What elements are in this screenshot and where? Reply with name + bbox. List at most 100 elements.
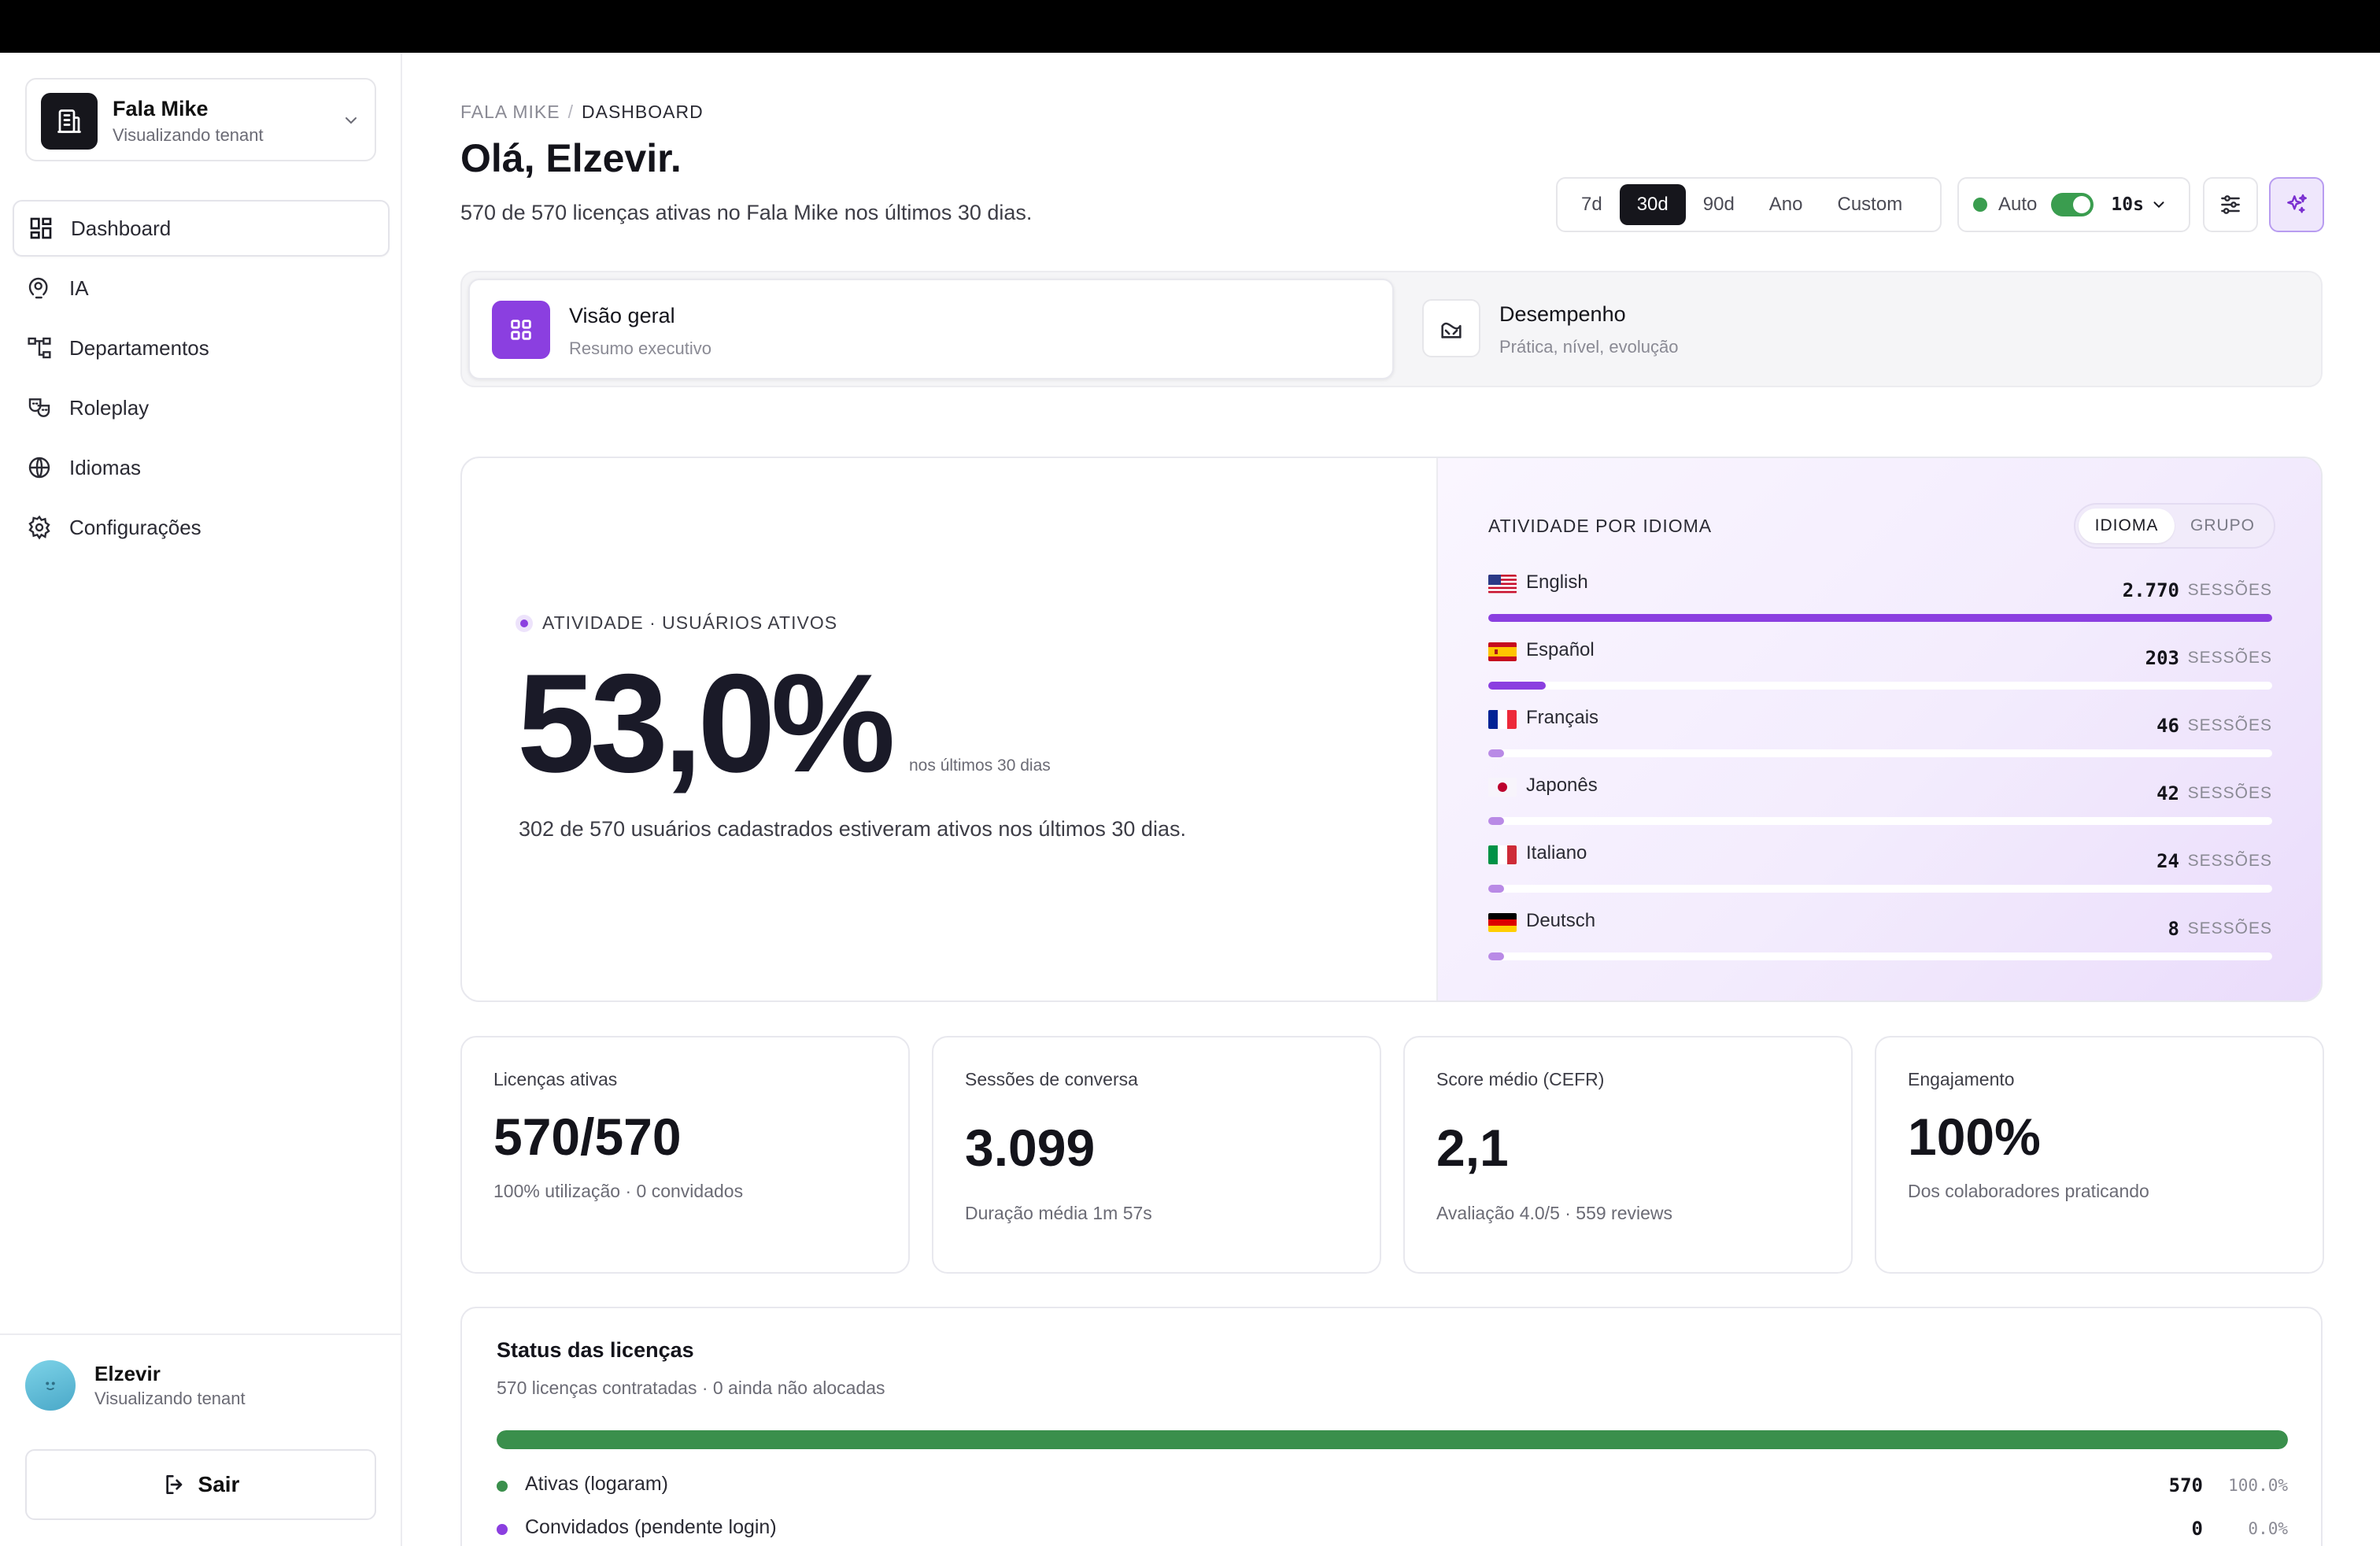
range-custom[interactable]: Custom — [1837, 194, 1903, 215]
sidebar-item-idiomas[interactable]: Idiomas — [13, 439, 390, 496]
breadcrumb: FALA MIKE / DASHBOARD — [460, 102, 704, 123]
tab-title: Visão geral — [569, 304, 675, 327]
language-unit: SESSÕES — [2187, 852, 2272, 870]
active-users-label: ATIVIDADE · USUÁRIOS ATIVOS — [542, 612, 838, 633]
range-90d[interactable]: 90d — [1702, 194, 1735, 215]
kpi-description: 100% utilização · 0 convidados — [493, 1181, 744, 1201]
legend-percent: 100.0% — [2228, 1476, 2288, 1495]
language-unit: SESSÕES — [2187, 581, 2272, 599]
auto-refresh-control: Auto 10s — [1957, 177, 2190, 232]
language-unit: SESSÕES — [2187, 784, 2272, 802]
language-bar-track — [1488, 749, 2272, 757]
legend-dot — [497, 1481, 508, 1492]
status-dot-icon — [516, 614, 533, 632]
toggle-idioma[interactable]: IDIOMA — [2079, 509, 2175, 543]
refresh-interval-select[interactable]: 10s — [2111, 194, 2144, 215]
range-30d[interactable]: 30d — [1619, 184, 1686, 225]
active-users-percent: 53,0% — [517, 645, 896, 801]
jp-flag-icon — [1488, 778, 1517, 797]
dashboard-icon — [30, 217, 52, 239]
legend-percent: 0.0% — [2248, 1519, 2288, 1538]
tab-visao-geral[interactable]: Visão geral Resumo executivo — [468, 279, 1394, 379]
tenant-switcher[interactable]: Fala Mike Visualizando tenant — [25, 78, 376, 161]
kpi-card-score[interactable]: Score médio (CEFR) 2,1 Avaliação 4.0/5 ·… — [1403, 1036, 1853, 1274]
kpi-value: 100% — [1908, 1108, 2041, 1166]
kpi-card-licencas[interactable]: Licenças ativas 570/570 100% utilização … — [460, 1036, 910, 1274]
language-name: Français — [1526, 707, 1599, 728]
license-status-title: Status das licenças — [497, 1338, 694, 1362]
language-row[interactable]: Japonês 42 SESSÕES — [1488, 771, 2272, 839]
sidebar-item-label: Roleplay — [69, 395, 150, 420]
kpi-card-sessoes[interactable]: Sessões de conversa 3.099 Duração média … — [932, 1036, 1381, 1274]
user-subtitle: Visualizando tenant — [94, 1389, 246, 1408]
license-status-bar — [497, 1430, 2288, 1449]
language-sessions: 42 — [2156, 782, 2179, 804]
building-icon — [41, 93, 98, 150]
de-flag-icon — [1488, 913, 1517, 932]
sidebar-item-label: Idiomas — [69, 455, 142, 479]
language-name: English — [1526, 571, 1588, 593]
toggle-grupo[interactable]: GRUPO — [2190, 516, 2255, 534]
language-bar-fill — [1488, 682, 1546, 690]
language-row[interactable]: Deutsch 8 SESSÕES — [1488, 907, 2272, 975]
chevron-down-icon[interactable] — [2150, 196, 2168, 213]
filters-button[interactable] — [2203, 177, 2258, 232]
tenant-name: Fala Mike — [113, 97, 209, 120]
range-year[interactable]: Ano — [1768, 194, 1803, 215]
ai-icon — [28, 277, 48, 299]
main-content: FALA MIKE / DASHBOARD Olá, Elzevir. 570 de… — [402, 53, 2380, 1546]
sidebar-item-dashboard[interactable]: Dashboard — [13, 200, 390, 257]
sidebar-item-departamentos[interactable]: Departamentos — [13, 320, 390, 376]
language-bar-fill — [1488, 817, 1504, 825]
kpi-card-engajamento[interactable]: Engajamento 100% Dos colaboradores prati… — [1875, 1036, 2324, 1274]
language-activity-panel: ATIVIDADE POR IDIOMA IDIOMA GRUPO Englis… — [1436, 458, 2321, 1000]
sidebar-item-ia[interactable]: IA — [13, 260, 390, 316]
language-bar-fill — [1488, 952, 1504, 960]
active-users-period: nos últimos 30 dias — [909, 756, 1051, 775]
auto-refresh-toggle[interactable] — [2051, 193, 2094, 216]
language-row[interactable]: Français 46 SESSÕES — [1488, 704, 2272, 771]
ai-insights-button[interactable] — [2269, 177, 2324, 232]
kpi-label: Sessões de conversa — [965, 1069, 1138, 1089]
sidebar-item-roleplay[interactable]: Roleplay — [13, 379, 390, 436]
range-7d[interactable]: 7d — [1581, 194, 1602, 215]
activity-card: ATIVIDADE · USUÁRIOS ATIVOS 53,0% nos úl… — [460, 457, 2323, 1002]
avatar[interactable] — [25, 1360, 76, 1411]
kpi-value: 2,1 — [1436, 1119, 1509, 1177]
language-name: Italiano — [1526, 842, 1587, 864]
license-legend-row: Ativas (logaram) 570 100.0% — [497, 1471, 2288, 1503]
globe-icon — [28, 457, 50, 479]
sidebar: Fala Mike Visualizando tenant Dashboard … — [0, 53, 402, 1546]
tab-subtitle: Resumo executivo — [569, 338, 711, 358]
language-row[interactable]: Italiano 24 SESSÕES — [1488, 839, 2272, 907]
breadcrumb-tenant[interactable]: FALA MIKE — [460, 102, 560, 122]
es-flag-icon — [1488, 642, 1517, 661]
language-bar-track — [1488, 682, 2272, 690]
sliders-icon — [2221, 195, 2240, 214]
grid-icon — [492, 301, 550, 359]
logout-icon — [165, 1475, 182, 1494]
language-row[interactable]: English 2.770 SESSÕES — [1488, 568, 2272, 636]
language-bar-track — [1488, 817, 2272, 825]
language-sessions: 203 — [2145, 647, 2179, 669]
language-group-toggle: IDIOMA GRUPO — [2074, 503, 2275, 549]
sidebar-nav: Dashboard IA Departamentos Roleplay Idio… — [13, 200, 390, 559]
language-sessions: 2.770 — [2122, 579, 2179, 601]
kpi-label: Licenças ativas — [493, 1069, 618, 1089]
sparkles-icon — [2287, 194, 2307, 213]
view-tabs: Visão geral Resumo executivo Desempenho … — [460, 271, 2323, 387]
language-bar-track — [1488, 614, 2272, 622]
language-bar-fill — [1488, 885, 1504, 893]
kpi-value: 3.099 — [965, 1119, 1096, 1177]
sidebar-item-label: IA — [69, 276, 89, 300]
language-row[interactable]: Español 203 SESSÕES — [1488, 636, 2272, 704]
kpi-label: Engajamento — [1908, 1069, 2015, 1089]
language-activity-title: ATIVIDADE POR IDIOMA — [1488, 516, 1713, 536]
logout-button[interactable]: Sair — [25, 1449, 376, 1520]
sidebar-item-configuracoes[interactable]: Configurações — [13, 499, 390, 556]
breadcrumb-separator: / — [567, 102, 574, 122]
tab-desempenho[interactable]: Desempenho Prática, nível, evolução — [1400, 279, 2326, 379]
gear-icon — [28, 515, 50, 540]
kpi-description: Duração média 1m 57s — [965, 1203, 1152, 1223]
logout-label: Sair — [198, 1472, 240, 1496]
